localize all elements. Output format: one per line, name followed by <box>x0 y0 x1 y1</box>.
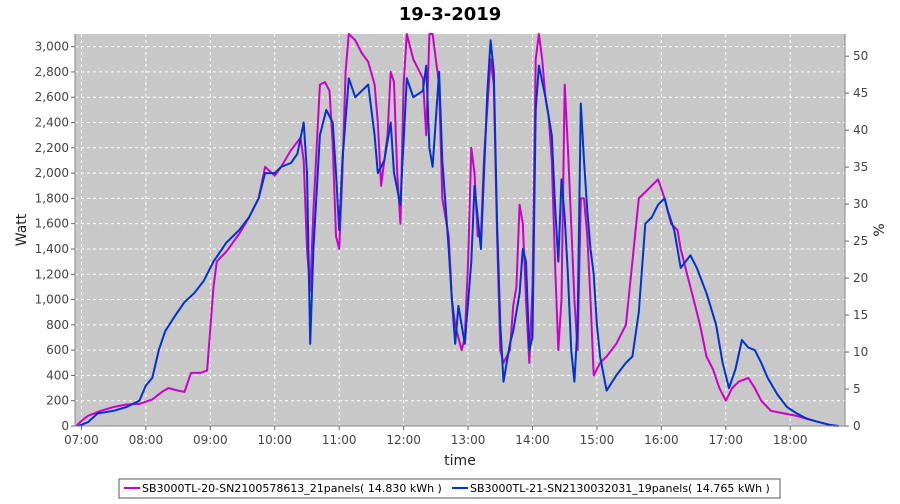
y2-tick-label: 45 <box>853 86 868 100</box>
y-axis-label: Watt <box>14 213 30 246</box>
x-tick-label: 12:00 <box>386 433 421 447</box>
x-tick-label: 14:00 <box>515 433 550 447</box>
legend: SB3000TL-20-SN2100578613_21panels( 14.83… <box>118 478 781 499</box>
chart-title: 19-3-2019 <box>399 4 502 25</box>
x-tick-label: 09:00 <box>193 433 228 447</box>
legend-label-series-2: SB3000TL-21-SN2130032031_19panels( 14.76… <box>470 482 770 495</box>
y-tick-label: 0 <box>61 419 69 433</box>
y2-tick-label: 35 <box>853 160 868 174</box>
y-tick-label: 2,600 <box>35 90 69 104</box>
x-tick-label: 13:00 <box>451 433 486 447</box>
y2-axis-ticks: 0 5 10 15 20 25 30 35 40 45 50 <box>845 49 868 433</box>
x-tick-label: 08:00 <box>129 433 164 447</box>
series-lines <box>75 33 839 427</box>
y2-tick-label: 10 <box>853 345 868 359</box>
y2-tick-label: 20 <box>853 271 868 285</box>
legend-box <box>118 478 781 499</box>
y-tick-label: 3,000 <box>35 40 69 54</box>
y2-tick-label: 30 <box>853 197 868 211</box>
series-line-2 <box>77 39 839 427</box>
y-tick-label: 800 <box>46 318 69 332</box>
y-axis-ticks: 0 200 400 600 800 1,000 1,200 1,400 1,600 1,800 2,… <box>35 40 75 433</box>
x-tick-label: 16:00 <box>644 433 679 447</box>
x-tick-label: 15:00 <box>580 433 615 447</box>
y-tick-label: 1,400 <box>35 242 69 256</box>
x-tick-label: 17:00 <box>708 433 743 447</box>
x-tick-label: 07:00 <box>64 433 99 447</box>
x-tick-label: 18:00 <box>773 433 808 447</box>
y-tick-label: 1,200 <box>35 267 69 281</box>
y2-tick-label: 0 <box>853 419 861 433</box>
y-tick-label: 2,800 <box>35 65 69 79</box>
x-tick-label: 11:00 <box>322 433 357 447</box>
y2-tick-label: 15 <box>853 308 868 322</box>
x-axis-label: time <box>444 453 476 469</box>
y-tick-label: 2,200 <box>35 141 69 155</box>
y-tick-label: 1,000 <box>35 293 69 307</box>
y-tick-label: 400 <box>46 368 69 382</box>
y-tick-label: 1,800 <box>35 191 69 205</box>
y-tick-label: 200 <box>46 394 69 408</box>
plot-area <box>75 34 845 426</box>
grid-lines <box>75 34 845 427</box>
legend-label-series-1: SB3000TL-20-SN2100578613_21panels( 14.83… <box>142 482 442 495</box>
y2-axis-label: % <box>872 223 888 236</box>
y2-tick-label: 25 <box>853 234 868 248</box>
y-tick-label: 2,400 <box>35 116 69 130</box>
y-tick-label: 1,600 <box>35 217 69 231</box>
x-axis-ticks: 07:00 08:00 09:00 10:00 11:00 12:00 13:00 14:00… <box>64 426 808 447</box>
y2-tick-label: 50 <box>853 49 868 63</box>
y-tick-label: 2,000 <box>35 166 69 180</box>
y2-tick-label: 5 <box>853 382 861 396</box>
y2-tick-label: 40 <box>853 123 868 137</box>
x-tick-label: 10:00 <box>257 433 292 447</box>
y-tick-label: 600 <box>46 343 69 357</box>
